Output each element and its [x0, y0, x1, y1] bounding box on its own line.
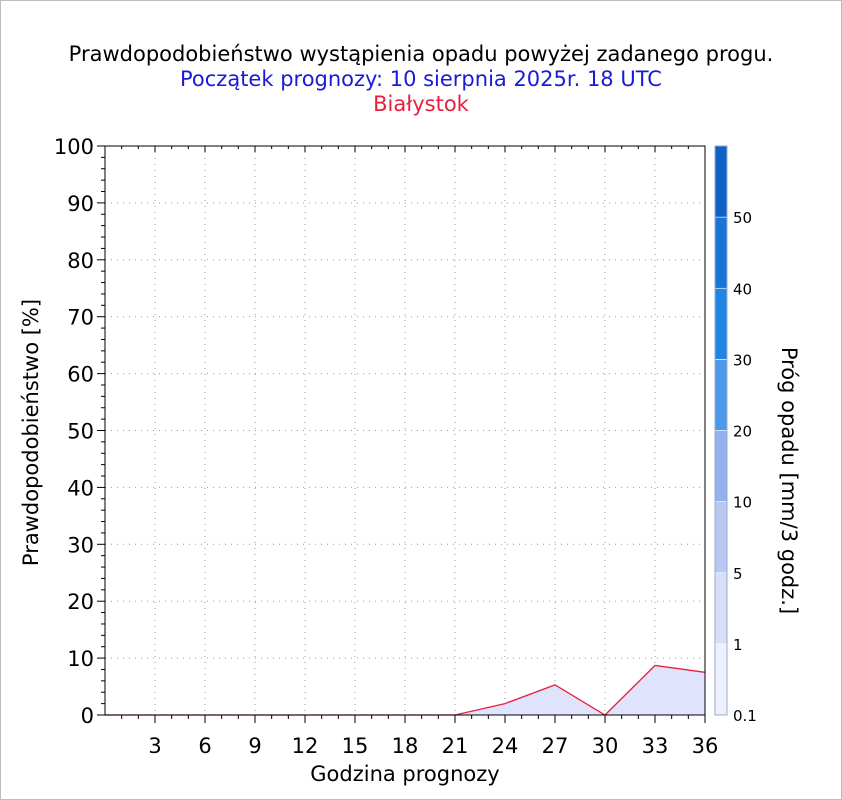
x-tick-label: 12 — [292, 734, 319, 758]
y-tick-label: 60 — [67, 363, 94, 387]
series-layer — [104, 664, 706, 716]
y-axis-label: Prawdopodobieństwo [%] — [19, 299, 43, 566]
y-tick-label: 10 — [67, 647, 94, 671]
y-tick-label: 90 — [67, 192, 94, 216]
x-tick-label: 24 — [492, 734, 519, 758]
chart-subtitle: Początek prognozy: 10 sierpnia 2025r. 18… — [180, 67, 662, 91]
colorbar-band-4 — [714, 359, 728, 431]
x-tick-label: 15 — [342, 734, 369, 758]
x-tick-label: 21 — [442, 734, 469, 758]
colorbar-tick-label: 40 — [733, 280, 752, 298]
colorbar-tick-label: 0.1 — [733, 707, 757, 725]
y-axis-ticks: 0 10 20 30 40 50 60 70 80 90 100 — [54, 135, 105, 728]
colorbar-tick-label: 20 — [733, 423, 752, 441]
y-tick-label: 70 — [67, 306, 94, 330]
x-tick-label: 33 — [642, 734, 669, 758]
chart-location: Białystok — [373, 92, 469, 116]
x-tick-label: 6 — [198, 734, 211, 758]
chart-title: Prawdopodobieństwo wystąpienia opadu pow… — [68, 42, 774, 66]
x-axis-label: Godzina prognozy — [310, 762, 499, 786]
colorbar-band-5 — [714, 287, 728, 360]
colorbar-tick-label: 10 — [733, 494, 752, 512]
colorbar-band-7 — [714, 145, 728, 218]
colorbar-tick-label: 5 — [733, 565, 743, 583]
y-tick-label: 30 — [67, 533, 94, 557]
x-tick-label: 36 — [692, 734, 719, 758]
x-axis-ticks: 3 6 9 12 15 18 21 24 27 30 33 36 — [121, 146, 719, 758]
x-tick-label: 27 — [542, 734, 569, 758]
colorbar-outline — [714, 145, 728, 716]
x-tick-label: 18 — [392, 734, 419, 758]
colorbar-tick-label: 1 — [733, 636, 743, 654]
y-tick-label: 20 — [67, 590, 94, 614]
y-tick-label: 40 — [67, 476, 94, 500]
y-tick-label: 0 — [81, 704, 94, 728]
colorbar-band-3 — [714, 430, 728, 502]
colorbar-label: Próg opadu [mm/3 godz.] — [777, 347, 801, 614]
colorbar: 0.1 1 5 10 20 30 40 50 — [714, 145, 757, 725]
grid-lines — [105, 146, 705, 715]
colorbar-band-0 — [714, 643, 728, 716]
colorbar-band-1 — [714, 572, 728, 645]
x-tick-label: 3 — [148, 734, 161, 758]
y-tick-label: 100 — [54, 135, 94, 159]
y-tick-label: 80 — [67, 249, 94, 273]
x-tick-label: 9 — [248, 734, 261, 758]
colorbar-tick-label: 30 — [733, 351, 752, 369]
y-tick-label: 50 — [67, 420, 94, 444]
series-area — [105, 665, 705, 715]
colorbar-tick-label: 50 — [733, 209, 752, 227]
colorbar-band-2 — [714, 501, 728, 574]
colorbar-band-6 — [714, 216, 728, 289]
x-tick-label: 30 — [592, 734, 619, 758]
